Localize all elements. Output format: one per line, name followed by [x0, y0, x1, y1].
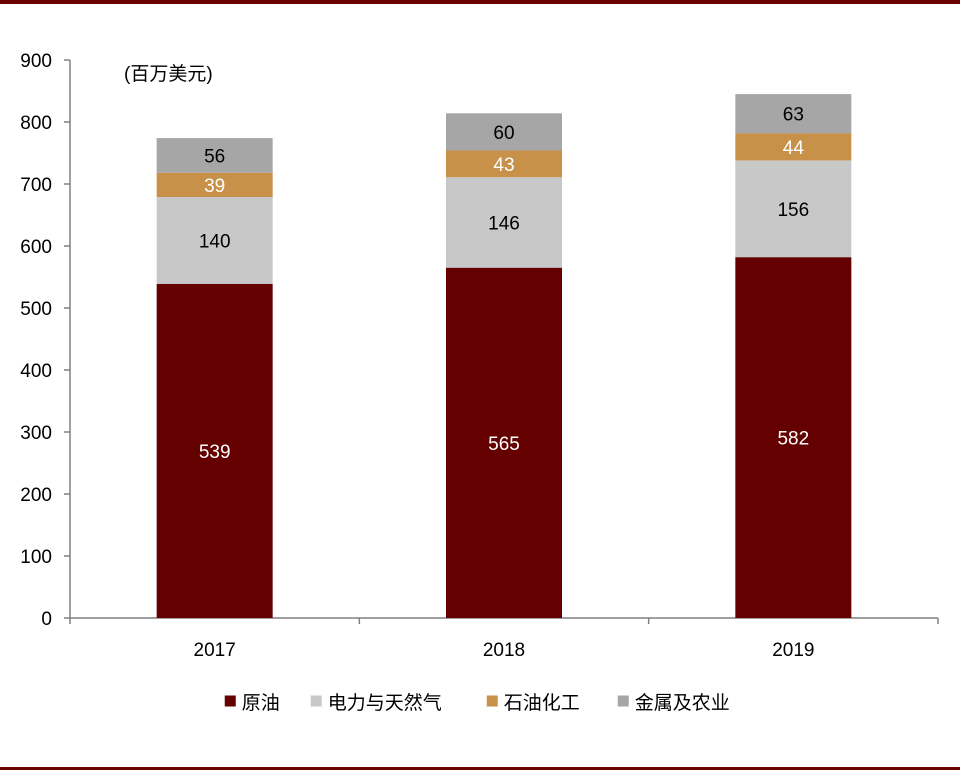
bar-segment	[446, 150, 562, 178]
bar-segment	[735, 160, 852, 258]
legend-swatch	[310, 695, 322, 707]
bar-segment	[156, 172, 273, 198]
y-tick-label: 800	[20, 113, 52, 134]
y-tick-label: 100	[20, 547, 52, 568]
legend-label: 电力与天然气	[328, 692, 442, 714]
unit-label: (百万美元)	[124, 63, 213, 85]
data-label: 56	[204, 146, 225, 167]
legend-label: 原油	[242, 692, 280, 714]
data-label: 156	[777, 200, 809, 221]
data-label: 146	[488, 213, 520, 234]
y-tick-label: 500	[20, 299, 52, 320]
data-label: 140	[199, 231, 231, 252]
bar-segment	[446, 267, 562, 618]
legend-label: 石油化工	[504, 692, 580, 714]
bar-segment	[735, 133, 852, 161]
top-border	[0, 0, 960, 4]
legend-swatch	[617, 695, 629, 707]
bar-segment	[156, 138, 273, 173]
x-tick-label: 2018	[483, 640, 525, 661]
bar-segment	[446, 177, 562, 268]
legend-swatch	[224, 695, 236, 707]
data-label: 43	[493, 155, 514, 176]
data-label: 565	[488, 434, 520, 455]
y-tick-label: 600	[20, 237, 52, 258]
bar-segment	[156, 197, 273, 284]
legend-label: 金属及农业	[635, 692, 730, 714]
bar-segment	[156, 283, 273, 618]
data-label: 44	[783, 138, 805, 159]
data-label: 63	[783, 105, 804, 126]
bottom-border	[0, 767, 960, 770]
data-label: 60	[493, 123, 514, 144]
y-tick-label: 200	[20, 485, 52, 506]
bar-segment	[735, 94, 852, 134]
x-tick-label: 2017	[194, 640, 236, 661]
legend-swatch	[486, 695, 498, 707]
y-tick-label: 300	[20, 423, 52, 444]
bar-segment	[735, 257, 852, 618]
y-tick-label: 0	[41, 609, 52, 630]
y-tick-label: 400	[20, 361, 52, 382]
data-label: 539	[199, 442, 231, 463]
data-label: 582	[777, 429, 809, 450]
y-tick-label: 900	[20, 51, 52, 72]
data-label: 39	[204, 176, 225, 197]
legend: 原油 电力与天然气 石油化工 金属及农业	[224, 692, 730, 714]
bars: 539 140 39 56 565 146 43 60 582 156 44 63	[156, 94, 852, 618]
y-tick-label: 700	[20, 175, 52, 196]
bar-segment	[446, 113, 562, 151]
x-tick-label: 2019	[772, 640, 814, 661]
